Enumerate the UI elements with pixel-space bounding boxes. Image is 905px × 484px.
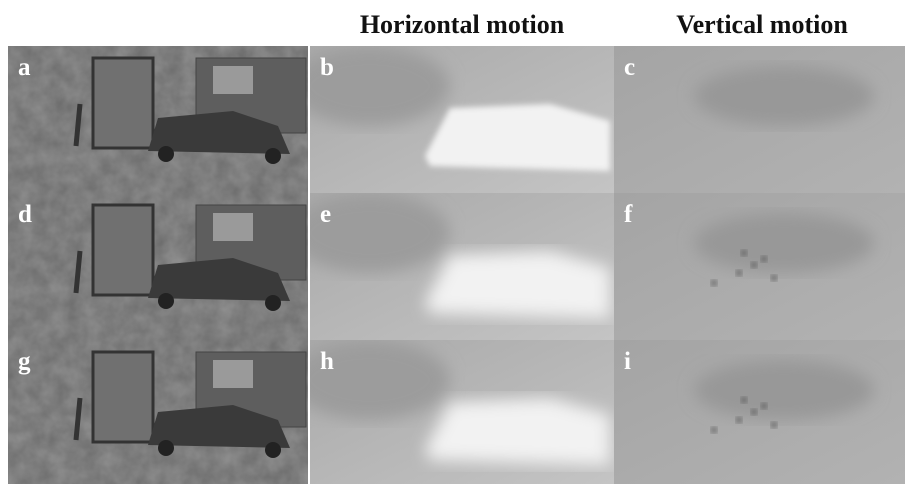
panel-image (614, 193, 905, 340)
panel-label: c (624, 54, 635, 81)
wheel (265, 295, 281, 311)
shade (694, 66, 874, 126)
panel: b (290, 46, 614, 193)
motion-blob (425, 398, 610, 465)
panel-label: i (624, 348, 631, 375)
column-header: Horizontal motion (360, 10, 565, 39)
wheel (158, 440, 174, 456)
panel-image (8, 193, 308, 340)
panel-label: h (320, 348, 334, 375)
panel-image (8, 46, 308, 193)
panel-label: d (18, 201, 32, 228)
sign (213, 360, 253, 388)
panel-label: a (18, 54, 31, 81)
speck (761, 256, 767, 262)
panel: h (290, 340, 614, 484)
motion-blob (425, 104, 610, 171)
panel-image (290, 340, 614, 484)
speck (711, 427, 717, 433)
shade (694, 213, 874, 273)
panel: e (290, 193, 614, 340)
trailer (93, 58, 153, 148)
motion-blob (425, 251, 610, 318)
speck (711, 280, 717, 286)
panel-image (614, 340, 905, 484)
speck (771, 275, 777, 281)
panel-label: g (18, 348, 31, 375)
shade (694, 360, 874, 420)
wheel (158, 293, 174, 309)
wheel (158, 146, 174, 162)
panel-image (8, 340, 308, 484)
panel-label: e (320, 201, 331, 228)
speck (736, 417, 742, 423)
figure: Horizontal motion Vertical motion a b c d e f… (0, 0, 905, 484)
speck (741, 250, 747, 256)
panel: f (614, 193, 905, 340)
speck (761, 403, 767, 409)
speck (741, 397, 747, 403)
speck (751, 409, 757, 415)
panel-image (290, 193, 614, 340)
shade (290, 46, 450, 126)
wheel (265, 148, 281, 164)
panel-label: b (320, 54, 334, 81)
speck (771, 422, 777, 428)
sign (213, 66, 253, 94)
panel: i (614, 340, 905, 484)
panel: g (8, 340, 308, 484)
sign (213, 213, 253, 241)
panel: a (8, 46, 308, 193)
panel: d (8, 193, 308, 340)
column-header: Vertical motion (676, 10, 848, 39)
trailer (93, 205, 153, 295)
panel-image (614, 46, 905, 193)
panel-label: f (624, 201, 633, 228)
speck (736, 270, 742, 276)
panel: c (614, 46, 905, 193)
speck (751, 262, 757, 268)
shade (290, 340, 450, 420)
panel-image (290, 46, 614, 193)
trailer (93, 352, 153, 442)
wheel (265, 442, 281, 458)
shade (290, 193, 450, 273)
